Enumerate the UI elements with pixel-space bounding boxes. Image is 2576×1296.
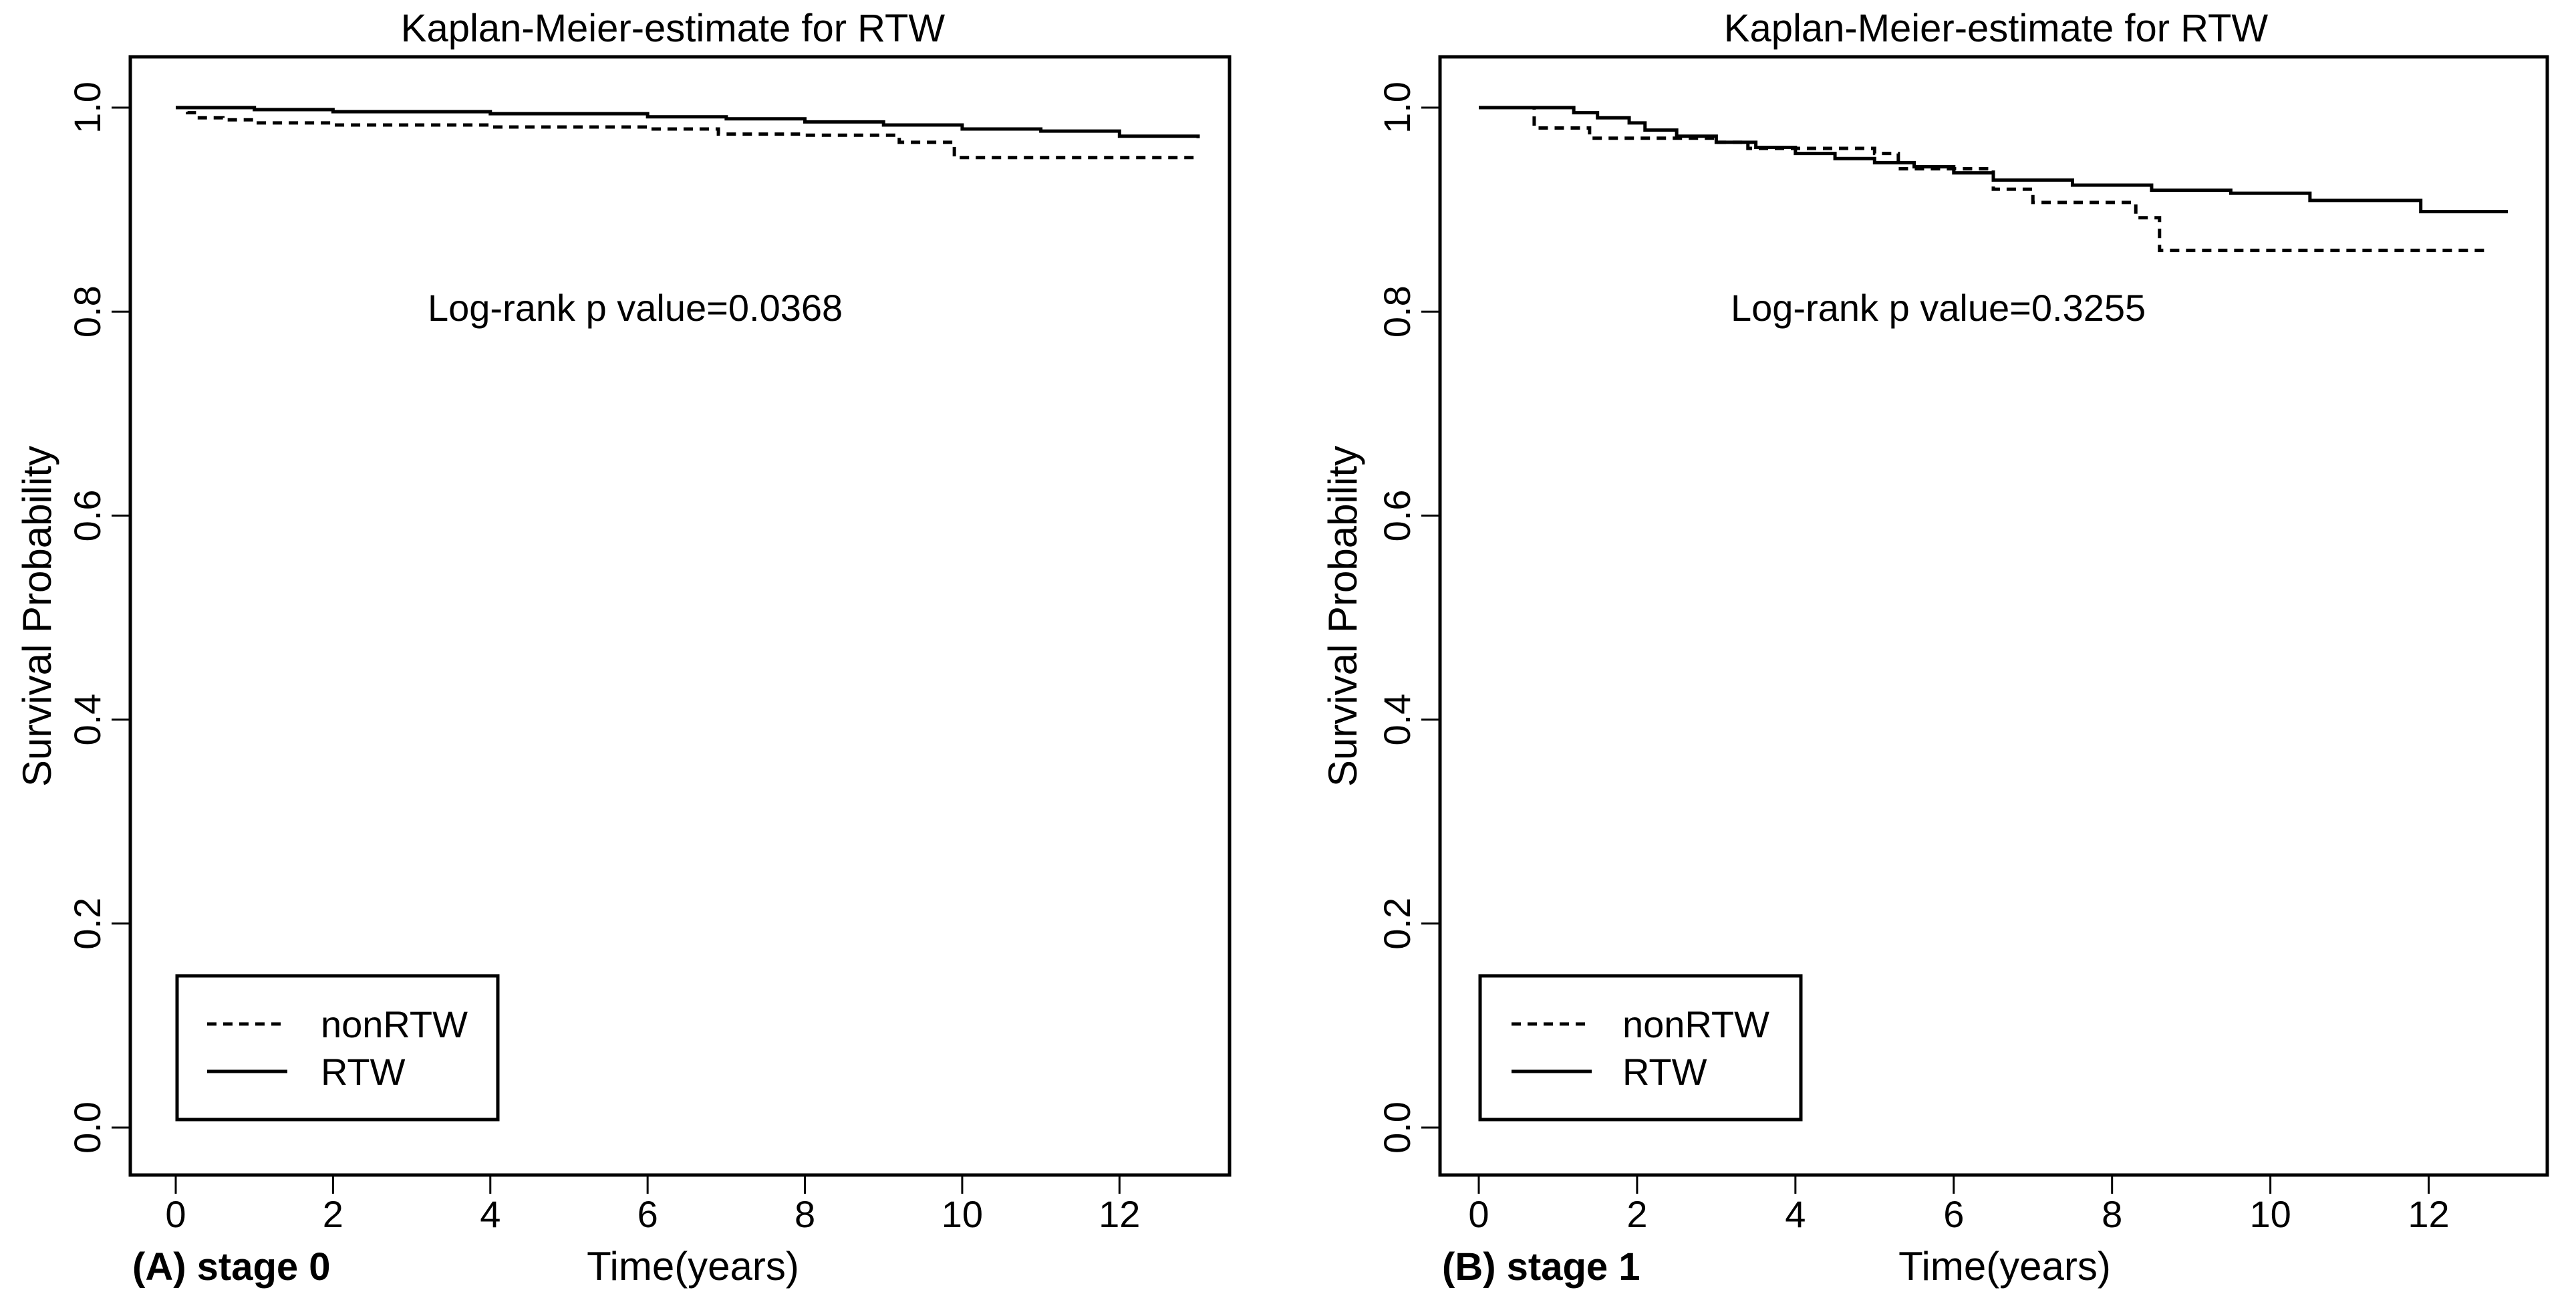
panel-b-x-axis-label: Time(years)	[1898, 1244, 2111, 1289]
panel-b-annotation: Log-rank p value=0.3255	[1731, 287, 2146, 329]
panel-a-y-tick-label: 0.0	[66, 1101, 108, 1154]
panel-b-title: Kaplan-Meier-estimate for RTW	[1724, 7, 2269, 50]
panel-a-label: (A) stage 0	[132, 1245, 331, 1289]
panel-b-y-tick-label: 0.2	[1376, 898, 1418, 950]
panel-b-y-tick-label: 1.0	[1376, 82, 1418, 134]
panel-a-x-tick-label: 6	[637, 1193, 658, 1235]
panel-a-x-ticks: 0 2 4 6 8 10 12	[165, 1175, 1140, 1235]
panel-b-x-tick-label: 8	[2102, 1193, 2122, 1235]
panel-a-series	[176, 106, 1200, 160]
panel-a-x-tick-label: 10	[942, 1193, 983, 1235]
panel-b-y-tick-label: 0.8	[1376, 285, 1418, 338]
panel-b-legend-nonrtw-label: nonRTW	[1622, 1003, 1769, 1045]
panel-a-x-tick-label: 0	[165, 1193, 186, 1235]
panel-b-x-tick-label: 12	[2408, 1193, 2449, 1235]
panel-b-y-tick-label: 0.6	[1376, 489, 1418, 541]
panel-a-x-axis-label: Time(years)	[587, 1244, 799, 1289]
panel-a-series-nonrtw-line	[176, 106, 1198, 160]
panel-b-x-tick-label: 6	[1943, 1193, 1964, 1235]
panel-b: Kaplan-Meier-estimate for RTW 0 2 4 6 8 10 12 …	[1320, 7, 2549, 1289]
panel-b-x-tick-label: 10	[2249, 1193, 2291, 1235]
panel-b-legend-box	[1478, 974, 1803, 1122]
panel-a-annotation: Log-rank p value=0.0368	[428, 287, 843, 329]
panel-a-x-tick-label: 12	[1099, 1193, 1140, 1235]
panel-b-series	[1479, 106, 2508, 253]
panel-b-label: (B) stage 1	[1442, 1245, 1640, 1289]
panel-b-series-rtw-line	[1479, 106, 2508, 214]
panel-a-legend: nonRTW RTW	[175, 974, 500, 1122]
panel-b-y-axis-label: Survival Probability	[1320, 446, 1365, 787]
panel-a-series-rtw-line	[176, 106, 1200, 138]
panel-a-y-tick-label: 0.8	[66, 285, 108, 338]
panel-b-legend-rtw-label: RTW	[1622, 1051, 1707, 1093]
panel-b-series-nonrtw-line	[1479, 106, 2484, 253]
panel-a-y-axis-label: Survival Probability	[15, 446, 59, 787]
panel-b-x-ticks: 0 2 4 6 8 10 12	[1468, 1175, 2450, 1235]
panel-a-legend-nonrtw-label: nonRTW	[321, 1003, 468, 1045]
panel-b-x-tick-label: 2	[1626, 1193, 1647, 1235]
panel-a-x-tick-label: 8	[795, 1193, 815, 1235]
panel-a-y-tick-label: 0.6	[66, 489, 108, 541]
panel-b-x-tick-label: 4	[1785, 1193, 1806, 1235]
panel-a-y-ticks: 0.0 0.2 0.4 0.6 0.8 1.0	[66, 82, 130, 1154]
panel-a-x-tick-label: 2	[323, 1193, 343, 1235]
panel-a-y-tick-label: 0.2	[66, 898, 108, 950]
panel-b-x-tick-label: 0	[1468, 1193, 1489, 1235]
panel-b-legend: nonRTW RTW	[1478, 974, 1803, 1122]
panel-a-legend-rtw-label: RTW	[321, 1051, 406, 1093]
panel-a-y-tick-label: 0.4	[66, 694, 108, 746]
panel-b-y-ticks: 0.0 0.2 0.4 0.6 0.8 1.0	[1376, 82, 1440, 1154]
panel-a: Kaplan-Meier-estimate for RTW 0 2 4 6 8 10 12 …	[15, 7, 1232, 1289]
panel-a-title: Kaplan-Meier-estimate for RTW	[401, 7, 946, 50]
panel-a-y-tick-label: 1.0	[66, 82, 108, 134]
panel-a-legend-box	[175, 974, 500, 1122]
panel-a-x-tick-label: 4	[480, 1193, 500, 1235]
panel-b-y-tick-label: 0.4	[1376, 694, 1418, 746]
panel-b-y-tick-label: 0.0	[1376, 1101, 1418, 1154]
